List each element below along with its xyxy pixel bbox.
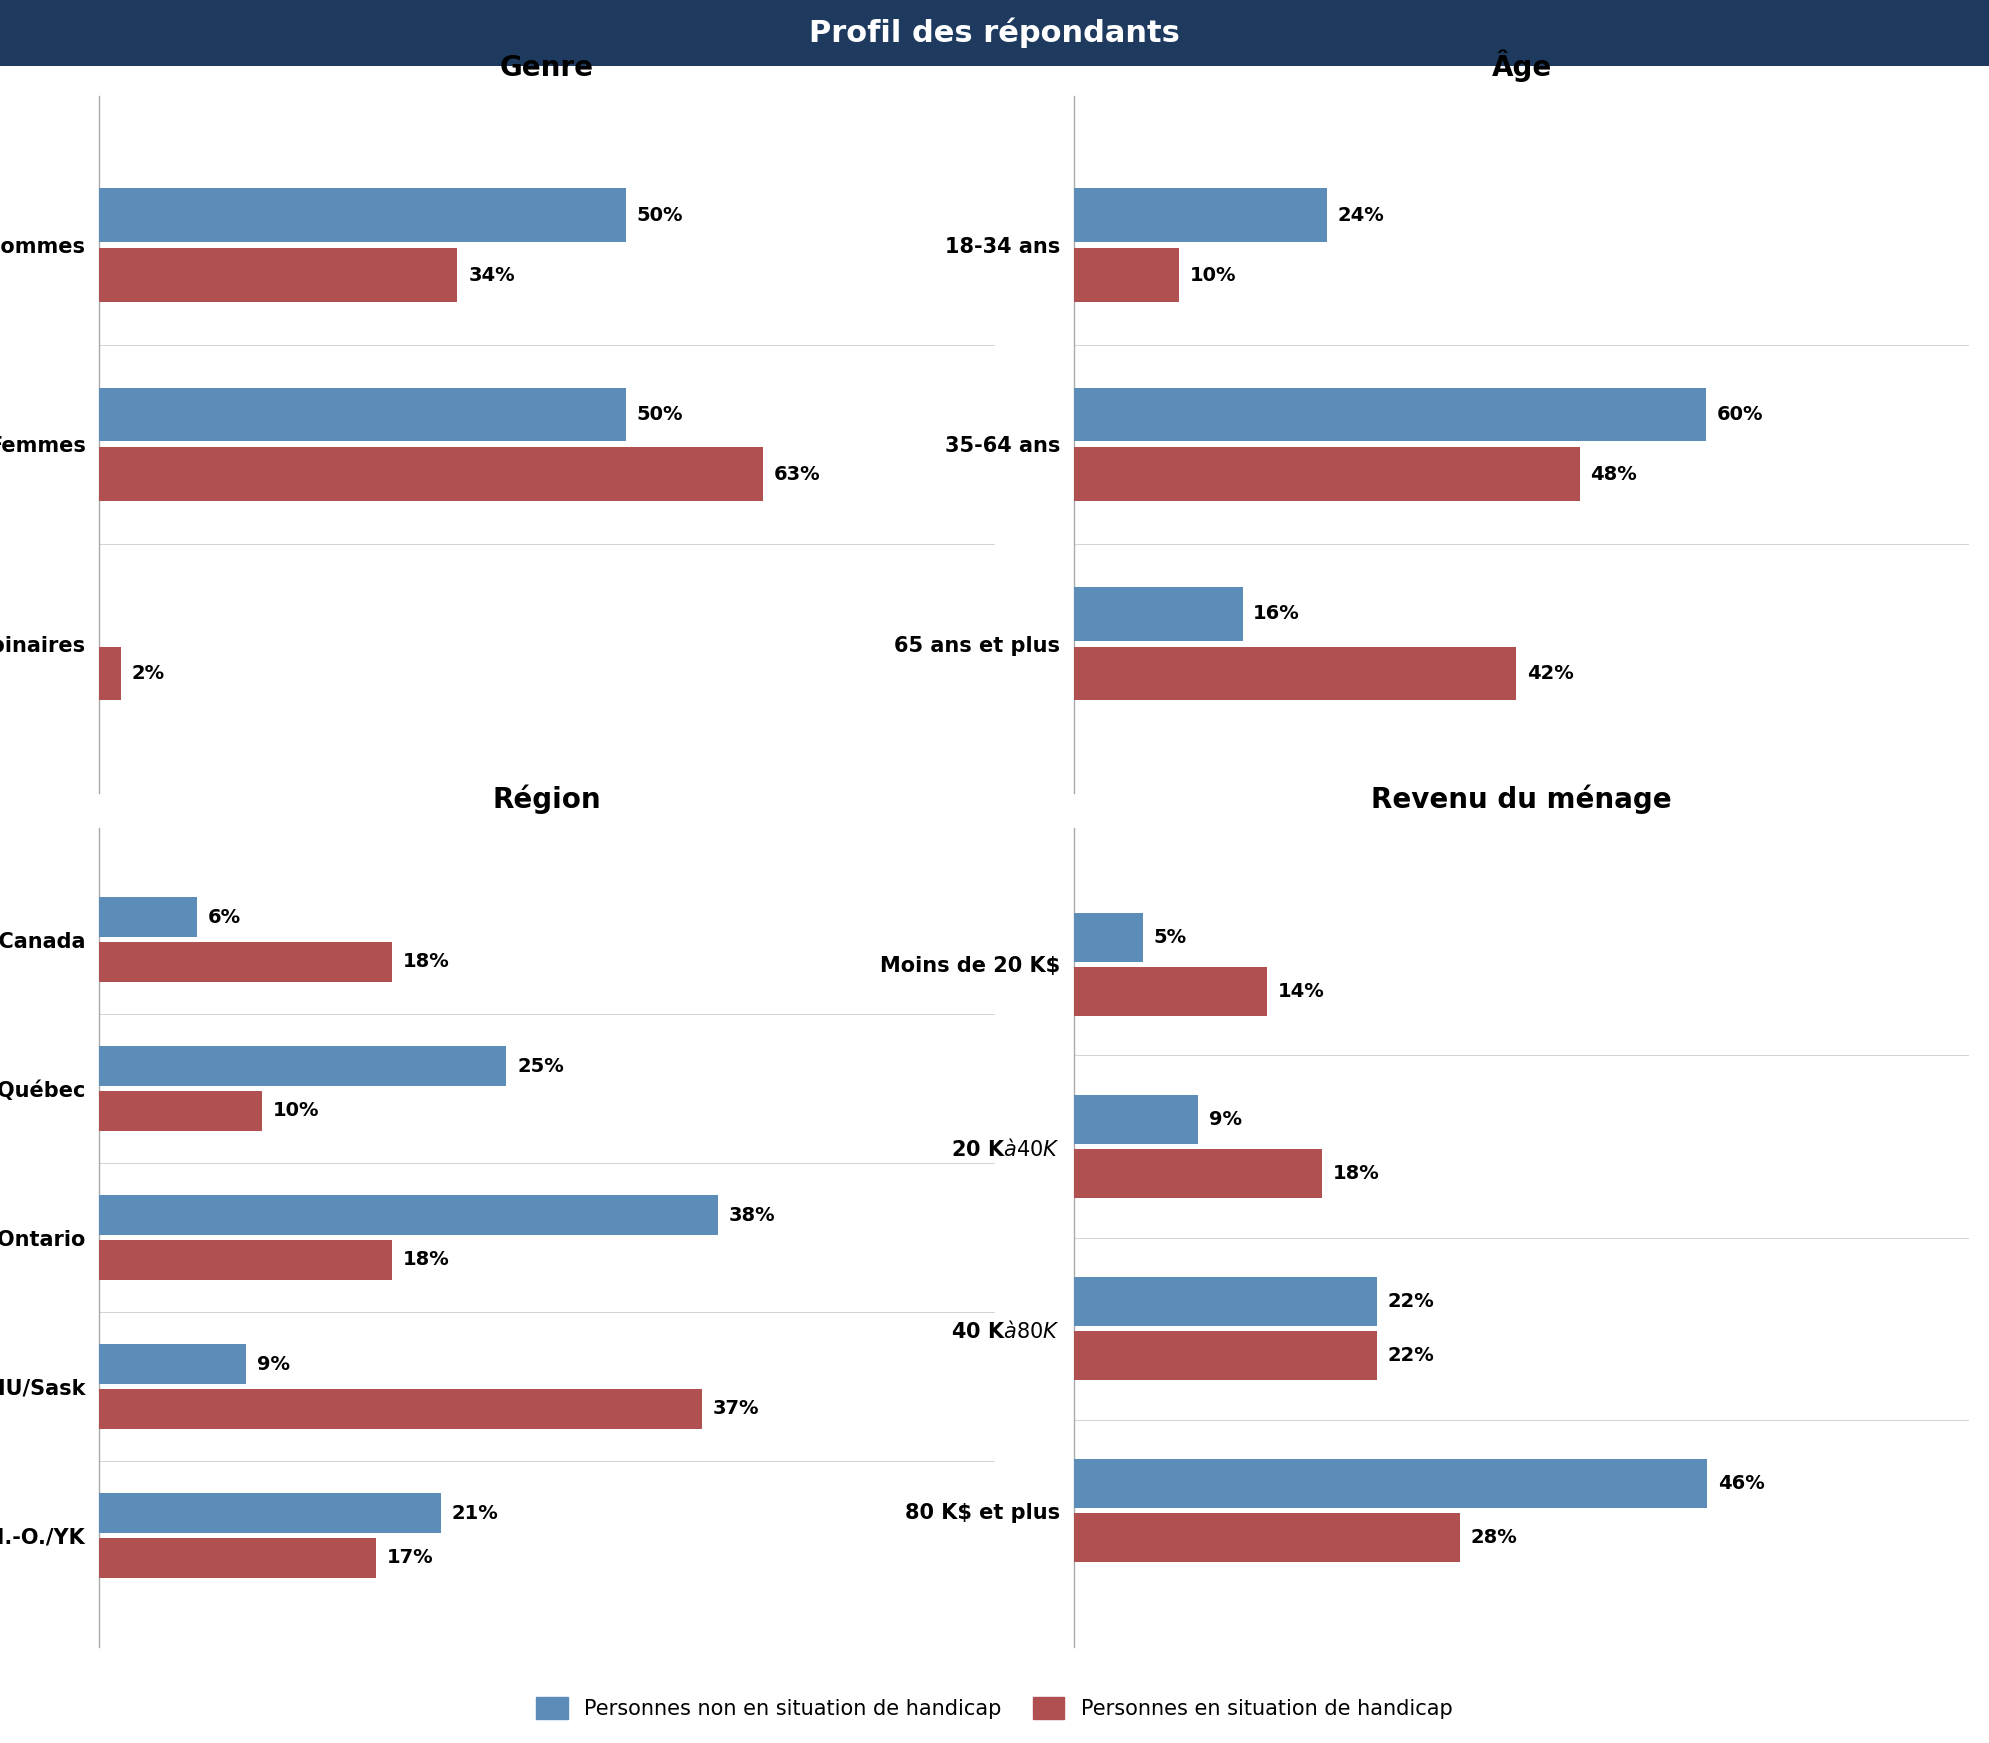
- Bar: [1074, 1513, 1460, 1562]
- Text: 60%: 60%: [1717, 404, 1762, 424]
- Bar: [99, 1494, 442, 1534]
- Bar: [1074, 248, 1179, 302]
- Text: 48%: 48%: [1591, 465, 1637, 485]
- Bar: [99, 1389, 702, 1429]
- Text: 24%: 24%: [1337, 206, 1384, 225]
- Text: 16%: 16%: [1253, 605, 1301, 624]
- Bar: [99, 188, 627, 242]
- Text: 21%: 21%: [452, 1504, 499, 1523]
- Bar: [99, 248, 457, 302]
- Text: 18%: 18%: [404, 1250, 450, 1269]
- Bar: [1074, 647, 1516, 701]
- Bar: [1074, 188, 1327, 242]
- Text: 9%: 9%: [257, 1354, 290, 1373]
- Bar: [1074, 1095, 1197, 1143]
- Bar: [1074, 913, 1144, 962]
- Text: 37%: 37%: [712, 1400, 760, 1419]
- Bar: [99, 1344, 247, 1384]
- Bar: [99, 1046, 507, 1086]
- Text: 2%: 2%: [131, 664, 165, 683]
- Title: Genre: Genre: [499, 54, 595, 82]
- Bar: [1074, 967, 1267, 1016]
- Text: 14%: 14%: [1277, 983, 1325, 1000]
- Bar: [1074, 387, 1707, 441]
- Text: 50%: 50%: [636, 206, 682, 225]
- Bar: [1074, 1276, 1376, 1326]
- Bar: [1074, 1149, 1323, 1199]
- Title: Revenu du ménage: Revenu du ménage: [1370, 784, 1673, 814]
- Text: 5%: 5%: [1154, 927, 1187, 946]
- Bar: [1074, 587, 1243, 641]
- Text: 18%: 18%: [404, 952, 450, 971]
- Text: 10%: 10%: [1189, 265, 1237, 284]
- Text: Profil des répondants: Profil des répondants: [810, 17, 1179, 49]
- Title: Âge: Âge: [1492, 51, 1551, 82]
- Bar: [99, 941, 392, 981]
- Bar: [99, 647, 121, 701]
- Text: 50%: 50%: [636, 404, 682, 424]
- Text: 10%: 10%: [272, 1102, 320, 1121]
- Bar: [99, 898, 197, 938]
- Text: 63%: 63%: [774, 465, 819, 485]
- Legend: Personnes non en situation de handicap, Personnes en situation de handicap: Personnes non en situation de handicap, …: [527, 1689, 1462, 1727]
- Text: 34%: 34%: [467, 265, 515, 284]
- Text: 28%: 28%: [1470, 1529, 1518, 1548]
- Text: 25%: 25%: [517, 1056, 563, 1075]
- Bar: [1074, 1459, 1707, 1508]
- Bar: [99, 1239, 392, 1279]
- Bar: [1074, 1332, 1376, 1380]
- Text: 17%: 17%: [386, 1548, 434, 1567]
- Text: 38%: 38%: [728, 1206, 776, 1225]
- Text: 22%: 22%: [1388, 1346, 1434, 1365]
- Title: Région: Région: [493, 784, 601, 814]
- Text: 18%: 18%: [1333, 1164, 1380, 1183]
- Bar: [1074, 448, 1579, 502]
- Text: 6%: 6%: [207, 908, 241, 927]
- Bar: [99, 1091, 263, 1131]
- Text: 46%: 46%: [1718, 1475, 1764, 1492]
- Text: 42%: 42%: [1528, 664, 1573, 683]
- Bar: [99, 387, 627, 441]
- Text: 22%: 22%: [1388, 1292, 1434, 1311]
- Bar: [99, 448, 764, 502]
- Text: 9%: 9%: [1209, 1110, 1241, 1129]
- Bar: [99, 1537, 376, 1577]
- Bar: [99, 1196, 718, 1236]
